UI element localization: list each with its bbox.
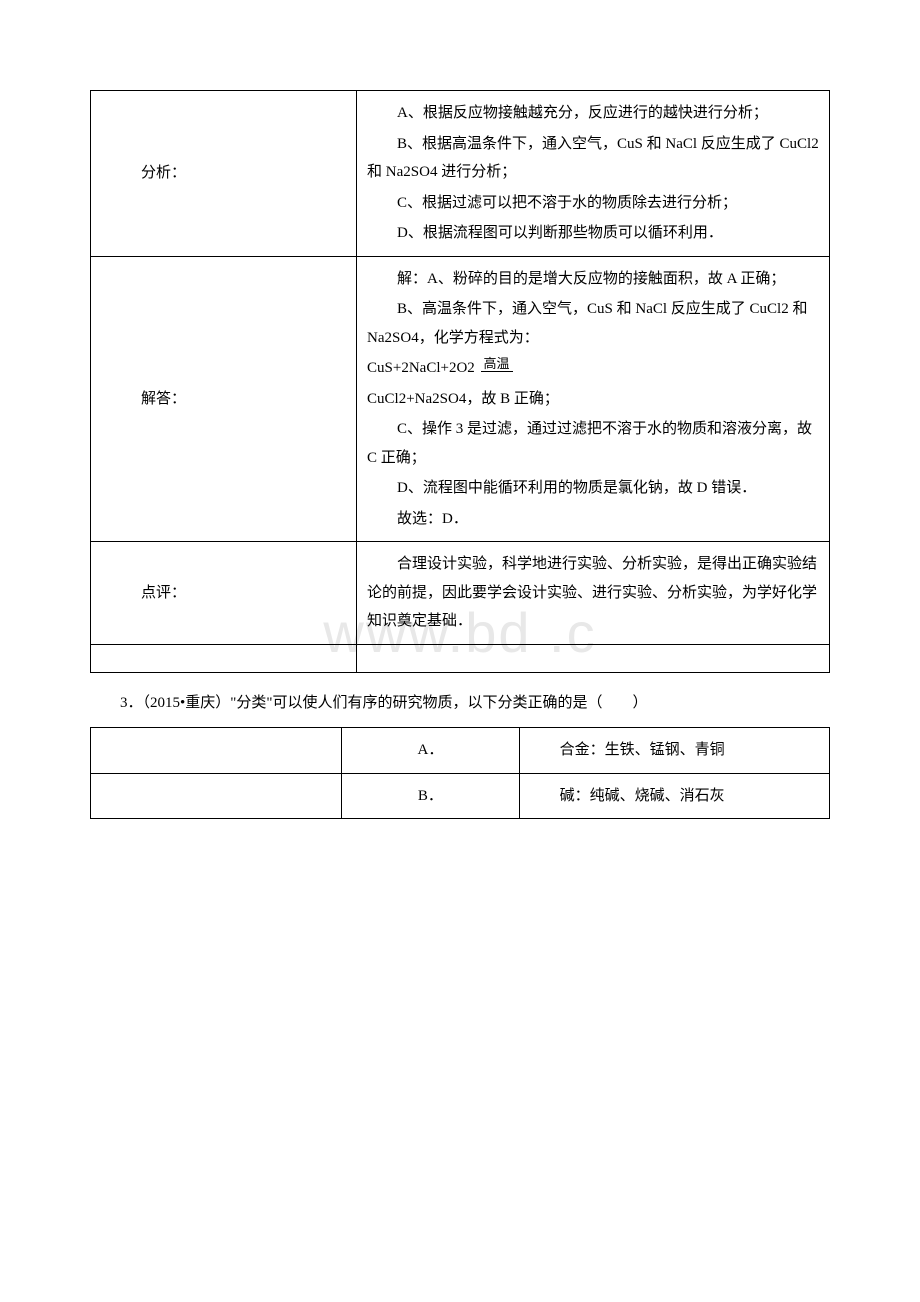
empty-cell xyxy=(91,644,357,672)
empty-cell xyxy=(91,773,342,819)
option-row: A． 合金：生铁、锰钢、青铜 xyxy=(91,728,830,774)
para: D、流程图中能循环利用的物质是氯化钠，故 D 错误． xyxy=(367,474,819,503)
para: 解：A、粉碎的目的是增大反应物的接触面积，故 A 正确； xyxy=(367,265,819,294)
table-row-answer: 解答： 解：A、粉碎的目的是增大反应物的接触面积，故 A 正确； B、高温条件下… xyxy=(91,256,830,542)
para: 合理设计实验，科学地进行实验、分析实验，是得出正确实验结论的前提，因此要学会设计… xyxy=(367,550,819,636)
para: C、根据过滤可以把不溶于水的物质除去进行分析； xyxy=(367,189,819,218)
row-content: 解：A、粉碎的目的是增大反应物的接触面积，故 A 正确； B、高温条件下，通入空… xyxy=(357,256,830,542)
option-text-p: 碱：纯碱、烧碱、消石灰 xyxy=(530,782,819,811)
para: C、操作 3 是过滤，通过过滤把不溶于水的物质和溶液分离，故 C 正确； xyxy=(367,415,819,472)
row-label: 点评： xyxy=(91,542,357,645)
row-label: 解答： xyxy=(91,256,357,542)
equation-line-1: CuS+2NaCl+2O2 高温 xyxy=(367,354,819,383)
row-label: 分析： xyxy=(91,91,357,257)
option-text: 碱：纯碱、烧碱、消石灰 xyxy=(519,773,829,819)
eq-left: CuS+2NaCl+2O2 xyxy=(367,360,475,376)
empty-cell xyxy=(357,644,830,672)
equation-line-2: CuCl2+Na2SO4，故 B 正确； xyxy=(367,385,819,414)
options-table: A． 合金：生铁、锰钢、青铜 B． 碱：纯碱、烧碱、消石灰 xyxy=(90,727,830,819)
para: 故选：D． xyxy=(367,505,819,534)
table-row-analysis: 分析： A、根据反应物接触越充分，反应进行的越快进行分析； B、根据高温条件下，… xyxy=(91,91,830,257)
option-text: 合金：生铁、锰钢、青铜 xyxy=(519,728,829,774)
question-3-text: 3．（2015•重庆）"分类"可以使人们有序的研究物质，以下分类正确的是（ ） xyxy=(90,689,830,718)
table-row-comment: 点评： 合理设计实验，科学地进行实验、分析实验，是得出正确实验结论的前提，因此要… xyxy=(91,542,830,645)
empty-cell xyxy=(91,728,342,774)
reaction-condition-icon: 高温 xyxy=(481,357,513,380)
para: D、根据流程图可以判断那些物质可以循环利用． xyxy=(367,219,819,248)
option-letter: A． xyxy=(342,728,519,774)
option-text-p: 合金：生铁、锰钢、青铜 xyxy=(530,736,819,765)
para: A、根据反应物接触越充分，反应进行的越快进行分析； xyxy=(367,99,819,128)
row-content: 合理设计实验，科学地进行实验、分析实验，是得出正确实验结论的前提，因此要学会设计… xyxy=(357,542,830,645)
table-row-empty xyxy=(91,644,830,672)
para: B、高温条件下，通入空气，CuS 和 NaCl 反应生成了 CuCl2 和 Na… xyxy=(367,295,819,352)
option-row: B． 碱：纯碱、烧碱、消石灰 xyxy=(91,773,830,819)
condition-text: 高温 xyxy=(481,357,513,372)
analysis-table: 分析： A、根据反应物接触越充分，反应进行的越快进行分析； B、根据高温条件下，… xyxy=(90,90,830,673)
option-letter: B． xyxy=(342,773,519,819)
row-content: A、根据反应物接触越充分，反应进行的越快进行分析； B、根据高温条件下，通入空气… xyxy=(357,91,830,257)
para: B、根据高温条件下，通入空气，CuS 和 NaCl 反应生成了 CuCl2 和 … xyxy=(367,130,819,187)
